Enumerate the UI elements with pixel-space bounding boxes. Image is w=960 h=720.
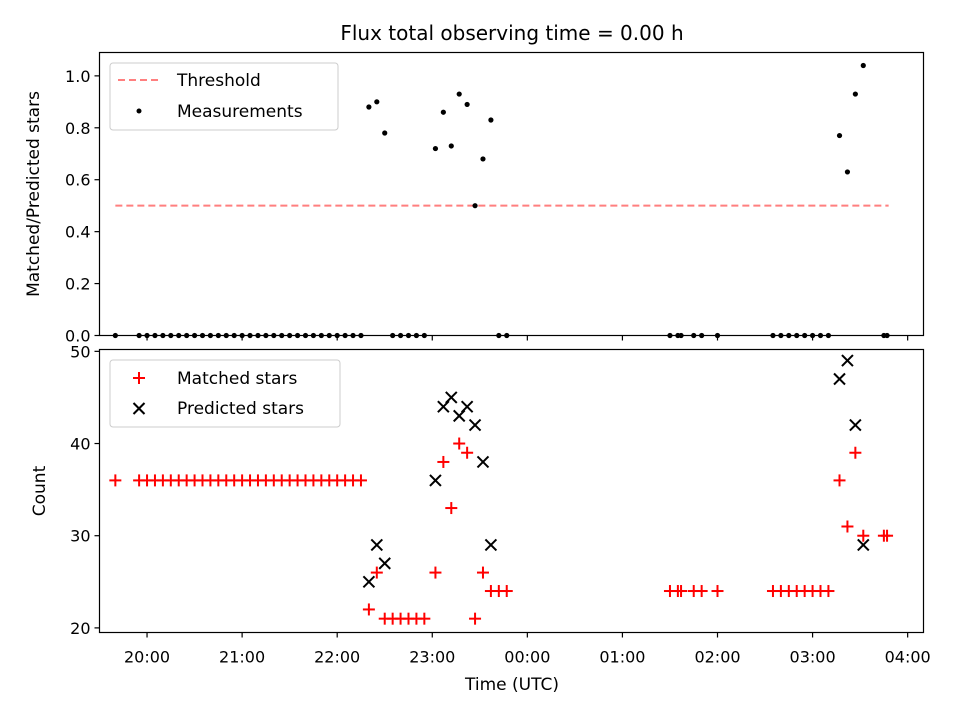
bottom-y-tick-label: 40	[70, 435, 90, 454]
measurement-point	[472, 203, 478, 209]
bottom-y-axis: 20 30 40 50	[70, 342, 100, 638]
predicted-star-marker	[460, 400, 474, 413]
predicted-star-marker	[362, 575, 376, 589]
matched-star-marker	[461, 446, 474, 459]
predicted-star-marker	[476, 455, 490, 469]
top-panel: 0.0 0.2 0.4 0.6 0.8 1.0 Matched/Predicted sta…	[24, 51, 925, 346]
predicted-star-marker	[378, 557, 391, 570]
x-axis-label: Time (UTC)	[464, 675, 559, 695]
top-legend-box	[109, 62, 339, 131]
chart-title: Flux total observing time = 0.00 h	[340, 21, 683, 45]
matched-star-marker	[822, 585, 835, 598]
measurement-point	[860, 62, 866, 69]
top-x-axis	[146, 335, 909, 341]
measurement-point	[480, 156, 486, 162]
matched-star-marker	[437, 455, 450, 468]
x-tick-label: 03:00	[790, 648, 836, 667]
bottom-legend-box	[109, 359, 341, 428]
matched-star-marker	[695, 585, 708, 598]
matched-star-marker	[469, 612, 482, 625]
predicted-star-marker	[841, 354, 854, 367]
matched-star-marker	[418, 612, 431, 625]
measurement-point	[382, 130, 388, 136]
bottom-y-tick-label: 30	[70, 527, 90, 546]
bottom-y-axis-label: Count	[30, 465, 50, 516]
x-tick-label: 22:00	[314, 648, 360, 667]
bottom-x-axis: 20:00 21:00 22:00 23:00 00:00 01:00 02:00 03:00…	[124, 632, 931, 667]
matched-star-marker	[362, 603, 375, 616]
matched-star-marker	[675, 585, 688, 598]
predicted-star-marker	[857, 538, 870, 552]
matched-star-marker	[833, 474, 846, 487]
predicted-star-marker	[833, 372, 846, 386]
matched-star-marker	[453, 437, 466, 450]
x-tick-label: 20:00	[124, 648, 170, 667]
bottom-plot-area	[109, 354, 894, 625]
top-axes-frame	[98, 51, 925, 337]
top-y-tick-label: 1.0	[65, 67, 90, 86]
measurement-point	[440, 109, 446, 115]
legend-matched-swatch	[133, 372, 145, 384]
legend-predicted-label: Predicted stars	[177, 399, 304, 419]
bottom-legend: Matched stars Predicted stars	[109, 359, 341, 428]
matched-star-marker	[881, 529, 894, 542]
bottom-axes-frame	[98, 348, 925, 634]
matched-star-marker	[841, 520, 854, 533]
x-tick-label: 23:00	[409, 648, 455, 667]
measurement-point	[464, 101, 470, 108]
predicted-star-marker	[445, 391, 458, 404]
matched-star-marker	[370, 566, 383, 579]
top-legend: Threshold Measurements	[109, 62, 339, 131]
matched-star-marker	[857, 529, 870, 542]
x-tick-label: 01:00	[599, 648, 645, 667]
top-y-axis: 0.0 0.2 0.4 0.6 0.8 1.0	[65, 67, 100, 346]
measurement-point	[852, 91, 858, 97]
measurement-point	[432, 145, 439, 152]
predicted-star-marker	[429, 474, 442, 487]
legend-matched-label: Matched stars	[177, 369, 297, 389]
measurement-point	[844, 169, 851, 175]
measurement-point	[836, 132, 843, 139]
matched-star-marker	[445, 502, 458, 515]
x-tick-label: 21:00	[219, 648, 265, 667]
bottom-panel: 20 30 40 50 20:00 21:00 22:00 23:00 00:00 01:00 0…	[30, 342, 931, 695]
legend-predicted-swatch	[132, 402, 146, 415]
measurement-point	[456, 91, 462, 97]
legend-measurements-label: Measurements	[177, 102, 303, 122]
matched-star-marker	[849, 446, 862, 459]
top-y-axis-label: Matched/Predicted stars	[24, 91, 44, 297]
matched-star-marker	[711, 585, 724, 598]
matched-star-marker	[476, 566, 489, 579]
x-tick-label: 04:00	[885, 648, 931, 667]
bottom-y-tick-label: 20	[70, 619, 90, 638]
top-y-tick-label: 0.0	[65, 327, 90, 346]
measurement-point	[366, 104, 372, 110]
top-y-tick-label: 0.6	[65, 171, 90, 190]
matched-star-marker	[500, 585, 513, 598]
matched-star-marker	[354, 474, 367, 487]
measurement-point	[488, 117, 494, 123]
x-tick-label: 00:00	[504, 648, 550, 667]
top-y-tick-label: 0.8	[65, 119, 90, 138]
measurement-point	[448, 143, 454, 149]
matched-star-marker	[429, 566, 442, 579]
predicted-star-marker	[849, 418, 862, 432]
top-y-tick-label: 0.4	[65, 223, 90, 242]
legend-threshold-label: Threshold	[176, 71, 261, 91]
legend-measurements-swatch	[136, 108, 142, 114]
predicted-star-marker	[468, 418, 482, 432]
predicted-star-marker	[370, 538, 384, 552]
matched-star-marker	[109, 474, 122, 487]
x-tick-label: 02:00	[694, 648, 740, 667]
top-y-tick-label: 0.2	[65, 275, 90, 294]
predicted-star-marker	[484, 538, 498, 552]
bottom-y-tick-label: 50	[70, 342, 90, 361]
measurement-point	[374, 99, 380, 105]
